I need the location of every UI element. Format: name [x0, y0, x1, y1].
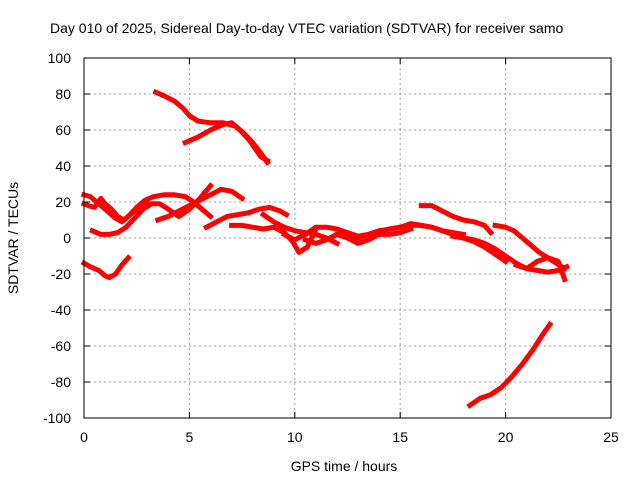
y-tick-label: 60 — [55, 122, 71, 138]
y-tick-label: 40 — [55, 158, 71, 174]
series-track-15 — [418, 203, 495, 237]
x-tick-label: 15 — [392, 429, 408, 445]
x-tick-label: 10 — [287, 429, 303, 445]
y-axis-label: SDTVAR / TECUs — [5, 182, 21, 294]
series-group — [80, 88, 570, 409]
series-track-06 — [89, 182, 215, 237]
y-tick-label: 0 — [63, 230, 71, 246]
x-tick-label: 20 — [498, 429, 514, 445]
series-track-07 — [154, 186, 246, 224]
series-track-10 — [259, 211, 341, 247]
series-track-14 — [386, 222, 510, 265]
series-track-16 — [450, 233, 570, 275]
series-track-18 — [512, 255, 568, 283]
x-axis-label: GPS time / hours — [291, 458, 398, 474]
y-tick-label: -20 — [51, 266, 71, 282]
series-track-02 — [181, 120, 271, 165]
y-tick-label: 80 — [55, 86, 71, 102]
y-tick-label: 100 — [48, 50, 72, 66]
series-track-03 — [80, 254, 132, 281]
x-tick-label: 5 — [186, 429, 194, 445]
y-tick-label: -100 — [43, 410, 71, 426]
y-tick-label: 20 — [55, 194, 71, 210]
ticks: -100 -80 -60 -40 -20 0 20 40 60 80 100 0 5 10 15 20 25 — [43, 50, 619, 445]
series-track-08 — [202, 204, 290, 231]
y-tick-label: -40 — [51, 302, 71, 318]
chart-title: Day 010 of 2025, Sidereal Day-to-day VTE… — [50, 20, 563, 36]
series-track-05 — [80, 191, 215, 225]
x-tick-label: 25 — [603, 429, 619, 445]
y-tick-label: -60 — [51, 338, 71, 354]
series-track-19 — [466, 320, 554, 409]
y-tick-label: -80 — [51, 374, 71, 390]
series-track-12 — [302, 225, 414, 246]
series-track-09 — [229, 222, 320, 255]
x-tick-label: 0 — [80, 429, 88, 445]
